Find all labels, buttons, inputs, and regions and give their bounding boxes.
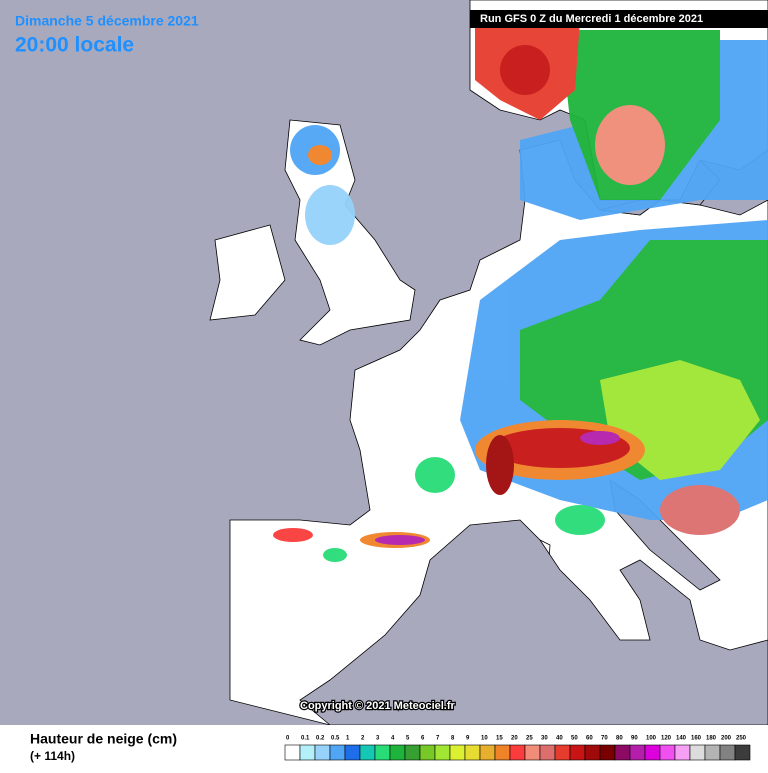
snow-area <box>305 185 355 245</box>
legend-label: 25 <box>526 736 533 742</box>
legend-swatch <box>689 744 706 761</box>
legend-swatch <box>659 744 676 761</box>
legend-swatch <box>329 744 346 761</box>
snow-area <box>323 548 347 562</box>
snow-area <box>555 505 605 535</box>
snow-area <box>486 435 514 495</box>
legend-label: 180 <box>706 736 717 742</box>
legend-swatch <box>359 744 376 761</box>
forecast-time: 20:00 locale <box>15 34 134 57</box>
legend-label: 60 <box>586 736 593 742</box>
legend-swatch <box>569 744 586 761</box>
snow-area <box>595 105 665 185</box>
snow-area <box>308 145 332 165</box>
legend-swatch <box>734 744 751 761</box>
legend-label: 100 <box>646 736 657 742</box>
legend-swatch <box>419 744 436 761</box>
mediterranean <box>299 519 768 726</box>
footer-title: Hauteur de neige (cm) <box>30 731 177 747</box>
snow-area <box>375 535 425 545</box>
snow-area <box>415 457 455 493</box>
legend-label: 160 <box>691 736 702 742</box>
legend-label: 0.1 <box>301 736 310 742</box>
legend-swatch <box>539 744 556 761</box>
legend-label: 0 <box>286 736 290 742</box>
legend-swatch <box>449 744 466 761</box>
run-info: Run GFS 0 Z du Mercredi 1 décembre 2021 <box>480 13 703 25</box>
legend-label: 140 <box>676 736 687 742</box>
snow-cover <box>273 20 768 562</box>
snow-area <box>580 431 620 445</box>
legend-label: 30 <box>541 736 548 742</box>
forecast-date: Dimanche 5 décembre 2021 <box>15 13 199 29</box>
legend-swatch <box>524 744 541 761</box>
legend-swatch <box>464 744 481 761</box>
legend-swatch <box>389 744 406 761</box>
legend-label: 80 <box>616 736 623 742</box>
legend-label: 70 <box>601 736 608 742</box>
legend-label: 5 <box>406 736 410 742</box>
legend-label: 4 <box>391 736 395 742</box>
legend-swatch <box>674 744 691 761</box>
ireland <box>209 224 286 321</box>
legend-label: 15 <box>496 736 503 742</box>
legend-swatch <box>374 744 391 761</box>
legend-swatch <box>719 744 736 761</box>
legend-swatch <box>404 744 421 761</box>
copyright: Copyright © 2021 Meteociel.fr <box>300 700 456 712</box>
legend-label: 50 <box>571 736 578 742</box>
snow-area <box>660 485 740 535</box>
run-bar <box>470 10 768 28</box>
legend-swatch <box>704 744 721 761</box>
legend-swatch <box>314 744 331 761</box>
legend-swatch <box>284 744 301 761</box>
legend-label: 40 <box>556 736 563 742</box>
legend-label: 120 <box>661 736 672 742</box>
legend-swatch <box>479 744 496 761</box>
legend-swatch <box>344 744 361 761</box>
legend: 0 0.1 0.2 0.5 1 2 3 4 5 6 7 8 9 10 15 20 25 30 40 50 60 70 80 9… <box>284 736 751 761</box>
legend-label: 8 <box>451 736 455 742</box>
legend-swatch <box>509 744 526 761</box>
legend-swatch <box>299 744 316 761</box>
legend-label: 10 <box>481 736 488 742</box>
legend-label: 1 <box>346 736 350 742</box>
legend-swatch <box>629 744 646 761</box>
legend-swatch <box>644 744 661 761</box>
legend-swatch <box>494 744 511 761</box>
legend-swatch <box>614 744 631 761</box>
legend-label: 9 <box>466 736 470 742</box>
legend-label: 0.2 <box>316 736 325 742</box>
snow-area <box>273 528 313 542</box>
legend-label: 0.5 <box>331 736 340 742</box>
legend-label: 3 <box>376 736 380 742</box>
legend-label: 7 <box>436 736 440 742</box>
legend-label: 2 <box>361 736 365 742</box>
snow-area <box>500 45 550 95</box>
legend-swatch <box>599 744 616 761</box>
legend-label: 6 <box>421 736 425 742</box>
legend-label: 90 <box>631 736 638 742</box>
legend-swatch <box>554 744 571 761</box>
legend-label: 20 <box>511 736 518 742</box>
legend-swatch <box>434 744 451 761</box>
legend-label: 200 <box>721 736 732 742</box>
legend-label: 250 <box>736 736 747 742</box>
legend-swatch <box>584 744 601 761</box>
footer-lead: (+ 114h) <box>30 749 75 763</box>
